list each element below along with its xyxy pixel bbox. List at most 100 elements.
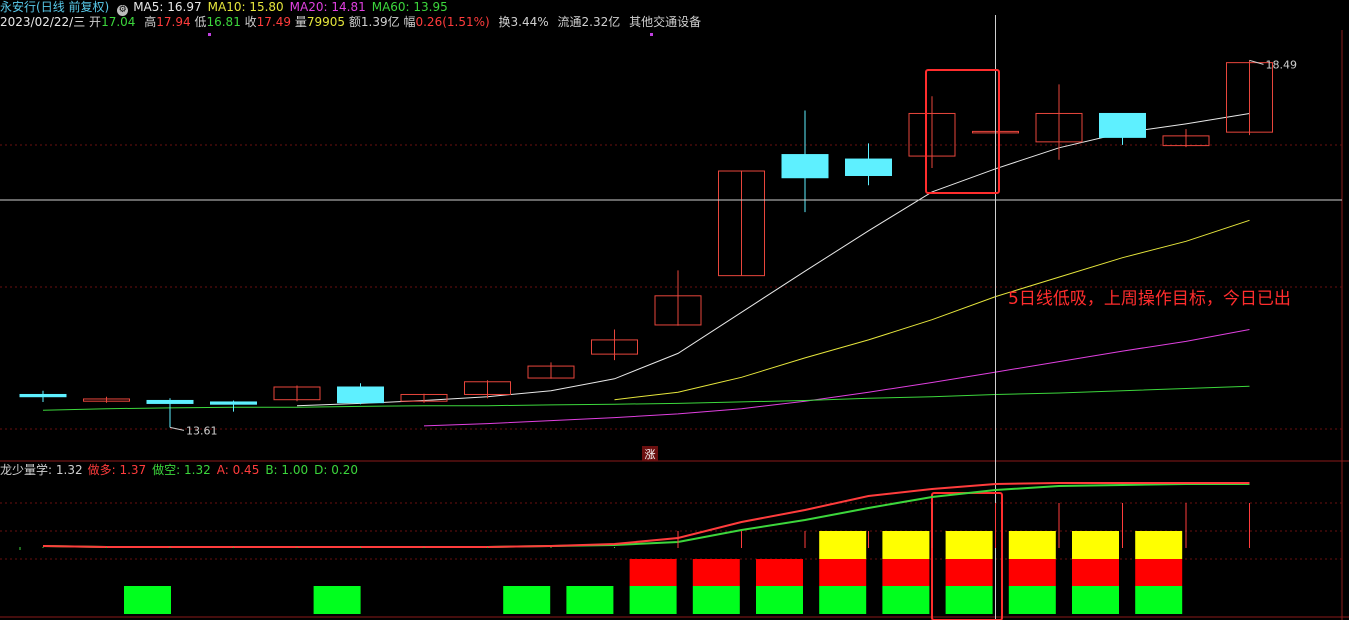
ma-line-ma60 [42, 385, 1250, 411]
turnover-label: 换 [498, 15, 511, 29]
low-label: 低 [194, 15, 207, 29]
candle-body [400, 393, 448, 402]
indicator-block-red [629, 559, 677, 586]
rise-badge-text: 涨 [645, 448, 656, 461]
quote-bar: 2023/02/22/三 开17.04 高17.94 低16.81 收17.49… [0, 15, 1349, 30]
indicator-short-line [42, 483, 1250, 548]
indicator-block-red [882, 559, 930, 586]
candle-body [718, 170, 765, 277]
indicator-block-yellow [819, 531, 867, 559]
quote-date: 2023/02/22/三 [0, 15, 86, 29]
indicator-block-green [756, 586, 803, 614]
candle-body [527, 365, 575, 379]
low-marker-line [169, 426, 185, 431]
indicator-item-2: A: 0.45 [216, 463, 260, 477]
amount-label: 额 [348, 15, 361, 29]
indicator-block-green [629, 586, 677, 614]
indicator-item-3: B: 1.00 [265, 463, 309, 477]
chart-header: 永安行(日线 前复权) ⚙ MA5: 16.97 MA10: 15.80 MA20: 1… [0, 0, 1349, 16]
indicator-block-green [124, 586, 171, 614]
marker-dot [650, 33, 653, 36]
candle-body [146, 399, 194, 404]
ma-line-ma20 [423, 329, 1250, 427]
legend-ma10: MA10: 15.80 [207, 0, 284, 14]
indicator-block-red [756, 559, 803, 586]
candle-body [845, 158, 892, 176]
candle-body [908, 112, 956, 157]
float-value: 2.32亿 [581, 15, 621, 29]
indicator-block-red [945, 559, 993, 586]
settings-gear-icon[interactable]: ⚙ [117, 5, 129, 16]
high-price-label: 18.49 [1266, 58, 1298, 71]
legend-ma60: MA60: 13.95 [371, 0, 448, 14]
highlight-box-candle [925, 69, 1000, 194]
volume-label: 量 [294, 15, 307, 29]
indicator-block-green [1008, 586, 1056, 614]
indicator-block-green [503, 586, 551, 614]
rise-badge-bg [642, 446, 658, 461]
indicator-block-red [819, 559, 867, 586]
indicator-block-red [1135, 559, 1183, 586]
high-marker-line [1249, 59, 1264, 65]
indicator-item-1: 做空: 1.32 [152, 463, 211, 477]
open-value: 17.04 [101, 15, 136, 29]
period-label[interactable]: (日线 前复权) [36, 0, 110, 14]
indicator-block-red [1008, 559, 1056, 586]
indicator-legend: 做多: 1.37 做空: 1.32 A: 0.45 B: 1.00 D: 0.20 [88, 463, 364, 477]
candle-body [591, 339, 638, 355]
indicator-block-green [566, 586, 614, 614]
indicator-block-green [1135, 586, 1183, 614]
high-value: 17.94 [156, 15, 191, 29]
candle-body [83, 398, 130, 402]
candle-body [781, 154, 829, 179]
legend-ma5: MA5: 16.97 [133, 0, 202, 14]
marker-dot [208, 33, 211, 36]
sector-label[interactable]: 其他交通设备 [629, 15, 702, 29]
indicator-name-value: : 1.32 [48, 463, 83, 477]
indicator-block-yellow [1135, 531, 1183, 559]
indicator-block-yellow [1008, 531, 1056, 559]
change-label: 幅 [403, 15, 416, 29]
indicator-item-4: D: 0.20 [314, 463, 358, 477]
high-label: 高 [144, 15, 157, 29]
indicator-block-green [945, 586, 993, 614]
indicator-name[interactable]: 龙少量学 [0, 463, 49, 477]
legend-ma20: MA20: 14.81 [289, 0, 366, 14]
candle-body [1099, 112, 1146, 138]
annotation-text: 5日线低吸，上周操作目标，今日已出 [1008, 289, 1291, 309]
candle-body [1226, 62, 1273, 133]
candle-body [1035, 112, 1083, 143]
candle-body [654, 295, 702, 326]
candle-body [19, 393, 67, 398]
indicator-long-line [42, 482, 1250, 548]
indicator-block-green [692, 586, 740, 614]
indicator-item-0: 做多: 1.37 [87, 463, 147, 477]
indicator-block-green [819, 586, 867, 614]
indicator-block-yellow [882, 531, 930, 559]
volume-value: 79905 [306, 15, 346, 29]
change-value: 0.26(1.51%) [415, 15, 490, 29]
low-value: 16.81 [206, 15, 241, 29]
close-label: 收 [244, 15, 257, 29]
amount-value: 1.39亿 [360, 15, 400, 29]
indicator-block-green [1072, 586, 1119, 614]
candle-body [1162, 135, 1210, 147]
indicator-block-green [882, 586, 930, 614]
stock-name[interactable]: 永安行 [0, 0, 37, 14]
candle-body [337, 386, 384, 404]
ma-line-ma10 [614, 219, 1250, 401]
ma-legend: MA5: 16.97 MA10: 15.80 MA20: 14.81 MA60: 13… [133, 0, 454, 14]
ma-line-ma5 [296, 113, 1250, 407]
turnover-value: 3.44% [510, 15, 549, 29]
indicator-block-yellow [1072, 531, 1119, 559]
candle-body [210, 401, 257, 405]
candle-body [273, 386, 321, 401]
indicator-block-red [1072, 559, 1119, 586]
low-price-label: 13.61 [186, 424, 218, 437]
candle-body [464, 381, 511, 395]
open-label: 开 [89, 15, 102, 29]
indicator-block-red [692, 559, 740, 586]
indicator-block-yellow [945, 531, 993, 559]
float-label: 流通 [557, 15, 582, 29]
